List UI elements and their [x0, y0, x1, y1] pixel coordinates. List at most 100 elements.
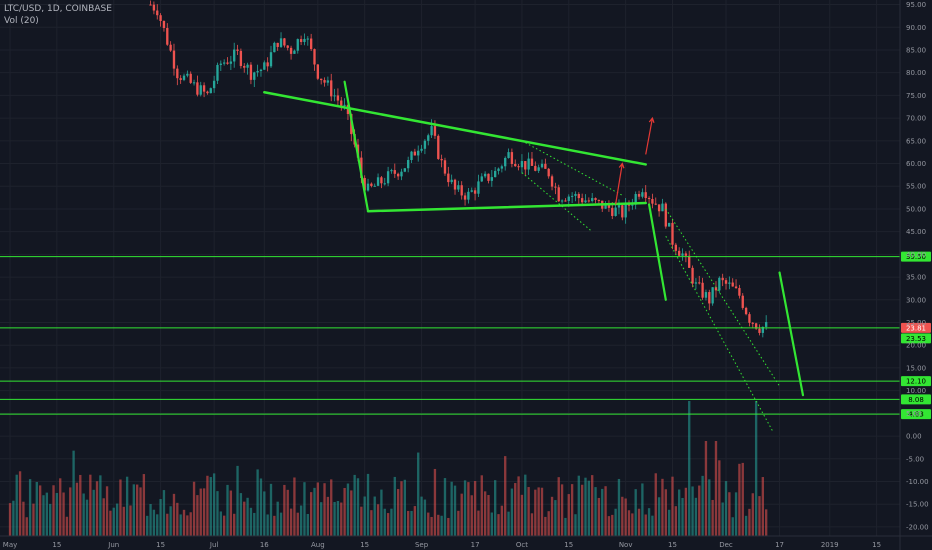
volume-bar [554, 500, 557, 536]
volume-bar [504, 456, 507, 536]
candle-body [500, 166, 504, 169]
volume-bar [102, 498, 105, 536]
channel-line [521, 172, 593, 233]
candle-body [624, 203, 627, 218]
candle-body [320, 78, 323, 81]
candle-body [654, 203, 657, 205]
volume-bar [614, 508, 617, 536]
volume-bar [263, 491, 266, 536]
volume-bar [510, 488, 514, 536]
volume-bar [420, 496, 423, 536]
volume-bar [560, 484, 564, 536]
volume-bar [611, 514, 614, 536]
candle-body [657, 204, 661, 212]
volume-bar [28, 479, 32, 536]
candle-body [192, 82, 196, 84]
candle-body [514, 163, 517, 167]
volume-bar [166, 513, 169, 536]
volume-bar [751, 493, 754, 536]
candle-body [182, 75, 186, 80]
volume-bar [530, 513, 534, 536]
grid [0, 0, 900, 536]
volume-bar [564, 517, 567, 536]
candle-body [313, 49, 316, 65]
candle-body [477, 181, 480, 194]
candle-body [380, 177, 383, 184]
volume-bar [199, 488, 202, 536]
candle-body [738, 288, 741, 296]
candle-body [249, 64, 253, 80]
volume-bar [574, 514, 577, 536]
volume-bar [637, 508, 641, 536]
price-tick-label: 70.00 [906, 115, 926, 123]
candle-body [306, 38, 309, 40]
time-tick-label: 2019 [821, 541, 839, 549]
volume-bar [136, 484, 139, 536]
candle-body [370, 183, 373, 186]
candle-body [708, 292, 711, 304]
volume-bar [99, 475, 102, 536]
candle-body [433, 126, 437, 136]
volume-bar [309, 492, 313, 536]
volume-bar [527, 487, 530, 536]
volume-bar [293, 477, 296, 536]
volume-bar [674, 506, 678, 536]
candle-body [279, 38, 283, 47]
candle-body [681, 253, 684, 256]
volume-bar [313, 487, 316, 536]
arrow-shaft [615, 163, 623, 205]
price-tick-label: 20.00 [906, 342, 926, 350]
time-tick-label: 17 [775, 541, 784, 549]
candle-body [289, 47, 293, 54]
volume-bar [89, 474, 92, 536]
volume-bar [480, 475, 483, 536]
price-tick-label: 30.00 [906, 296, 926, 304]
level-badge-label: 12.10 [906, 378, 926, 386]
volume-bar [229, 490, 233, 536]
price-axis: 95.00 90.00 85.00 80.00 75.00 70.00 65.00 60.00… [899, 0, 929, 550]
volume-bar [728, 492, 731, 536]
volume-bar [283, 484, 286, 536]
volume-bar [159, 499, 162, 536]
volume-bar [430, 516, 433, 536]
volume-bar [547, 511, 550, 536]
volume-bar [684, 487, 688, 536]
volume-bar [236, 465, 239, 536]
volume-bar [714, 441, 718, 536]
candle-body [186, 73, 189, 76]
price-tick-label: 0.00 [906, 433, 922, 441]
candle-body [293, 50, 296, 54]
volume-bar [711, 499, 714, 536]
candle-body [527, 158, 530, 170]
volume-bar [393, 476, 396, 536]
candle-body [530, 158, 534, 166]
time-tick-label: 17 [471, 541, 480, 549]
candle-body [694, 282, 698, 284]
candle-body [420, 148, 423, 151]
candle-body [286, 45, 289, 48]
volume-bar [604, 486, 607, 536]
price-tick-label: 85.00 [906, 46, 926, 54]
level-badge [901, 409, 931, 420]
volume-bar [12, 500, 15, 536]
volume-bar [667, 509, 671, 536]
volume-bar [146, 515, 149, 536]
volume-bar [741, 462, 744, 536]
volume-bar [139, 487, 142, 536]
volume-indicator-label[interactable]: Vol (20) [4, 16, 39, 26]
volume-bar [417, 452, 420, 536]
price-tick-label: 45.00 [906, 228, 926, 236]
symbol-title[interactable]: LTC/USD, 1D, COINBASE [4, 4, 112, 14]
volume-bar [627, 510, 631, 536]
time-tick-label: Sep [415, 541, 429, 549]
volume-bar [219, 511, 222, 536]
level-badge-label: 8.08 [908, 396, 924, 404]
candle-body [376, 177, 380, 186]
volume-bar [423, 499, 427, 536]
candle-body [303, 38, 306, 43]
candle-body [744, 307, 748, 315]
candle-body [567, 196, 570, 201]
volume-bar [517, 476, 520, 536]
volume-bars [8, 401, 768, 536]
